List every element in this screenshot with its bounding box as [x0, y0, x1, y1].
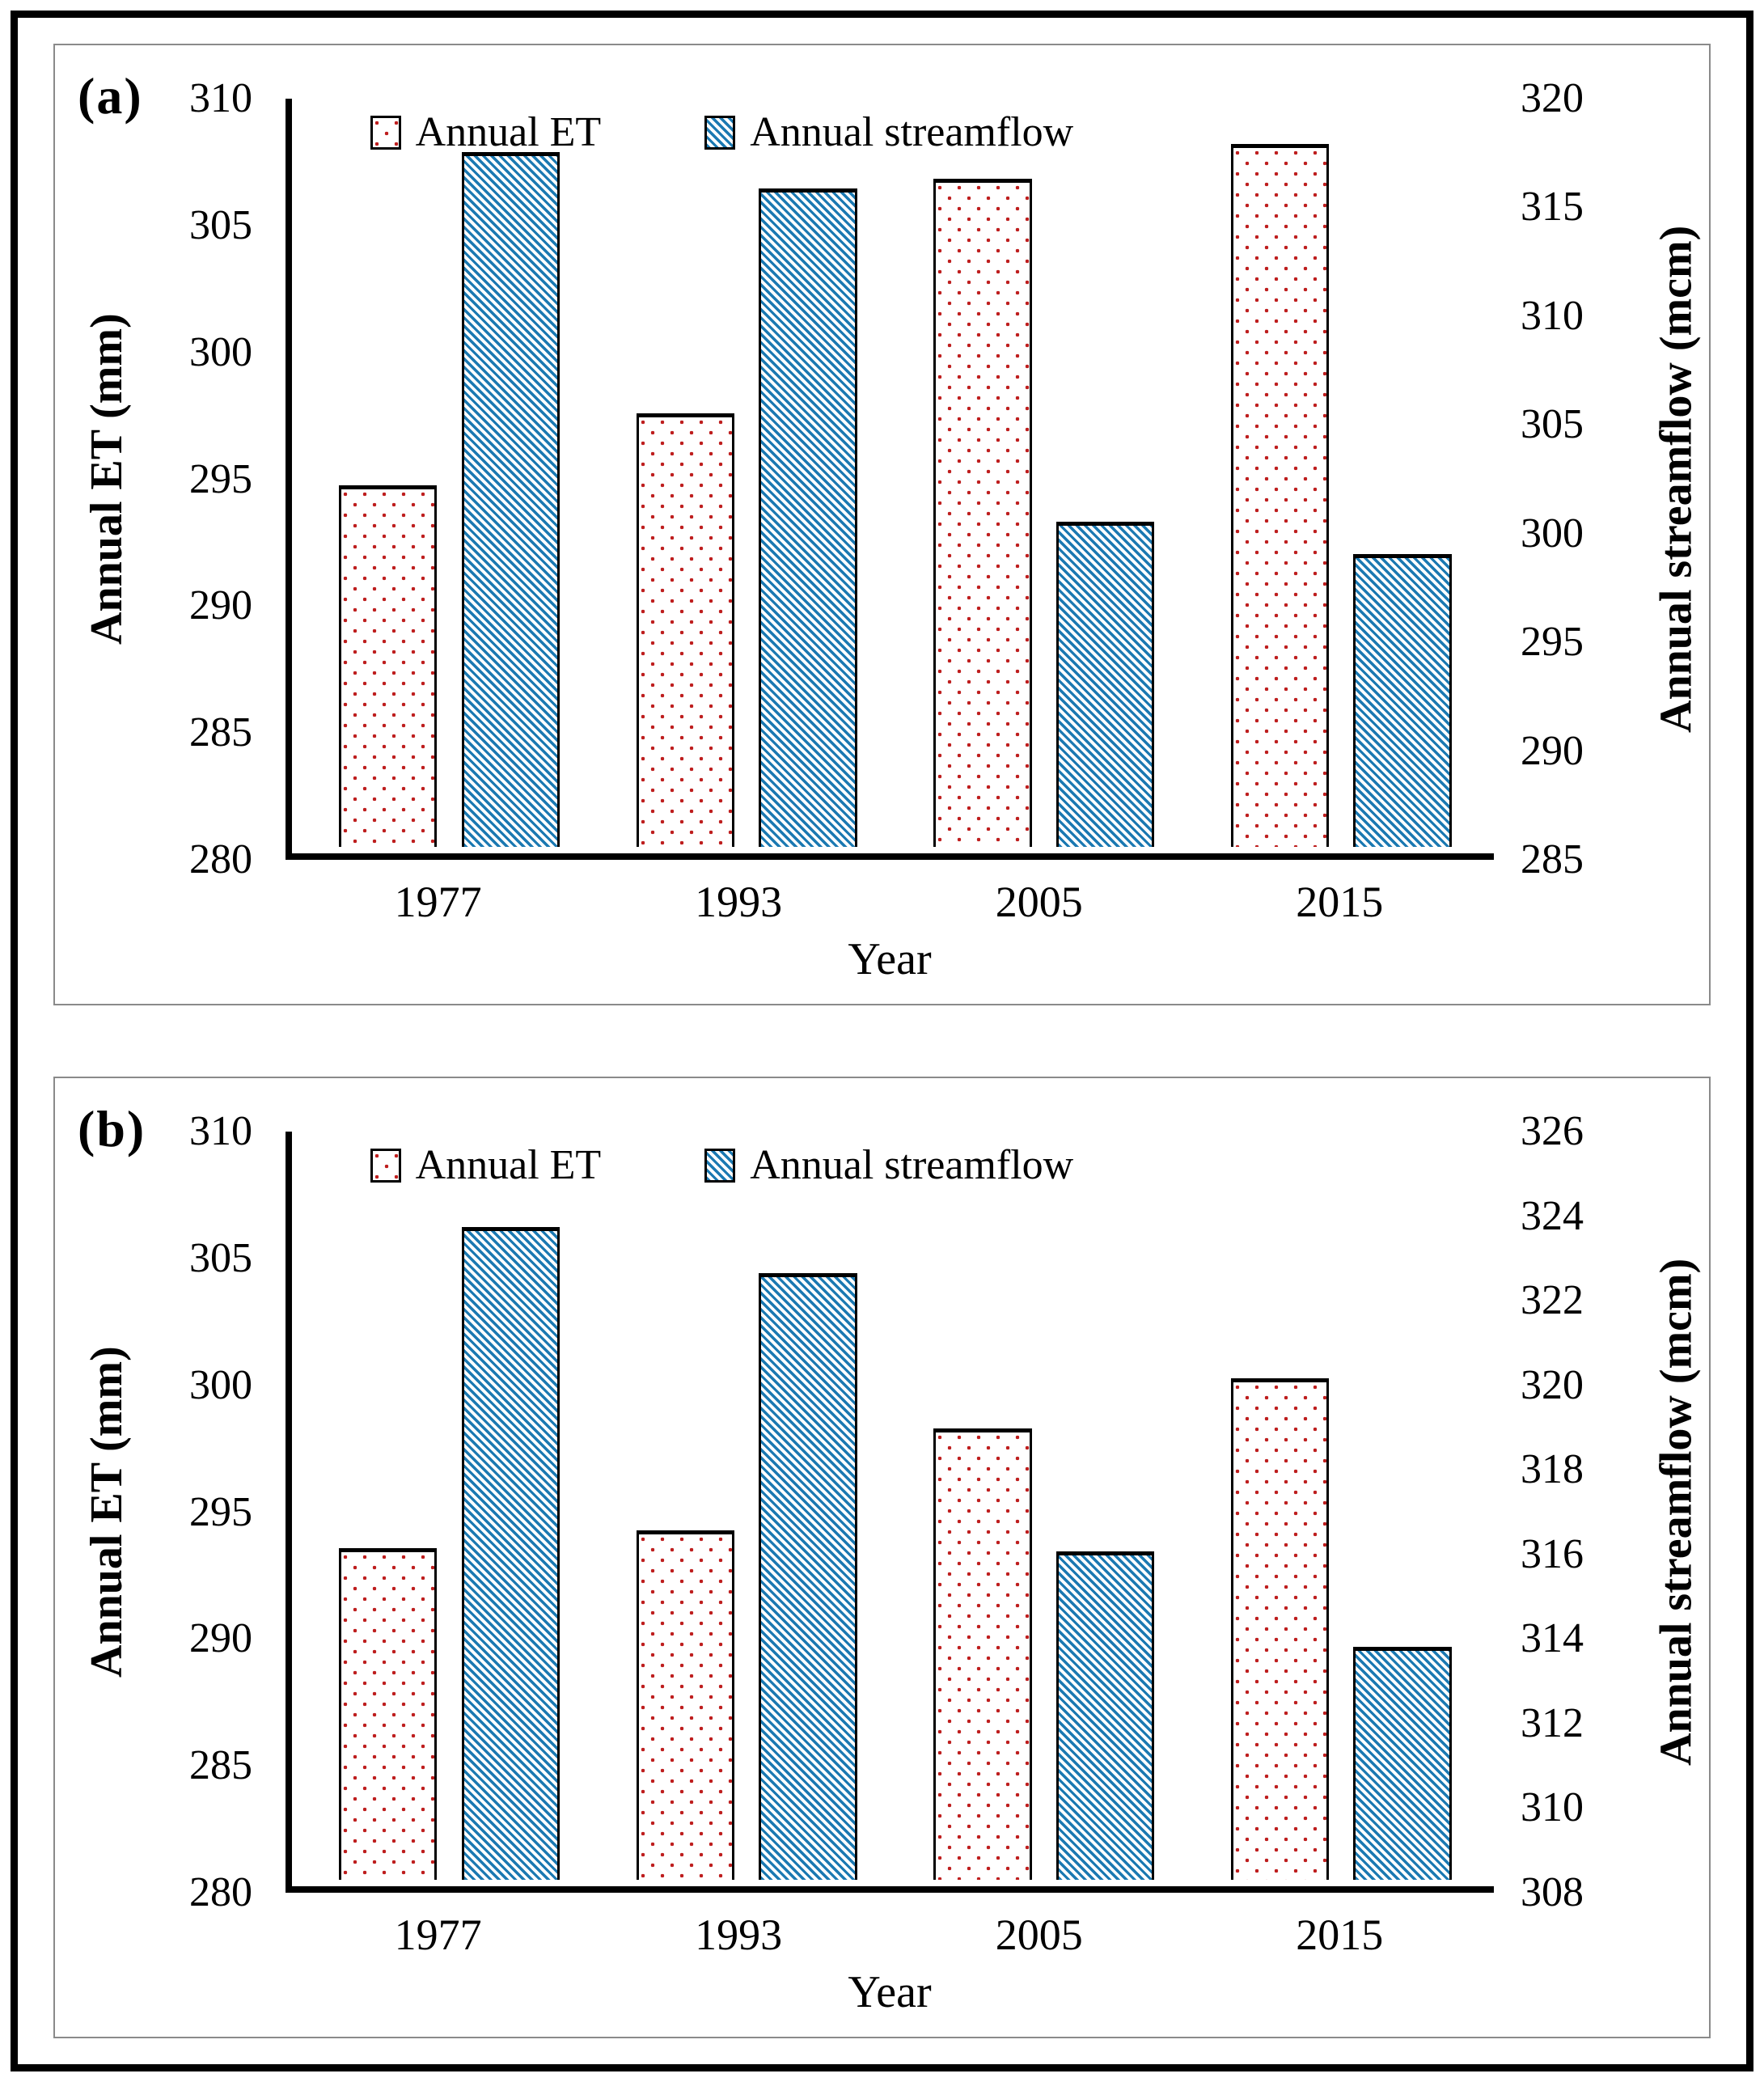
- y-tick-label: 280: [189, 1869, 252, 1915]
- panel-label: (b): [78, 1100, 146, 1157]
- legend-label: Annual ET: [415, 1142, 602, 1188]
- y-tick-label: 305: [1521, 401, 1584, 448]
- y-tick-label: 320: [1521, 1361, 1584, 1408]
- x-tick-label: 2015: [1296, 1911, 1384, 1959]
- bar-annual-et-2005: [933, 1428, 1032, 1880]
- y-axis-left-ticks: 280 285 290 295 300 305 310: [55, 78, 265, 881]
- y-tick-label: 300: [1521, 510, 1584, 556]
- y-axis-left-ticks: 280 285 290 295 300 305 310: [55, 1111, 265, 1914]
- bar-annual-et-1977: [339, 1547, 438, 1880]
- y-tick-label: 315: [1521, 184, 1584, 231]
- y-tick-label: 285: [189, 1742, 252, 1789]
- legend: Annual ET Annual streamflow: [370, 1142, 1073, 1188]
- y-tick-label: 324: [1521, 1192, 1584, 1239]
- x-axis-title: Year: [848, 934, 932, 984]
- y-axis-right-title: Annual streamflow (mcm): [1651, 225, 1702, 734]
- bar-annual-et-2005: [933, 178, 1032, 847]
- y-tick-label: 290: [1521, 727, 1584, 774]
- red-dotted-square-icon: [370, 1149, 401, 1183]
- bar-annual-streamflow-2015: [1353, 553, 1452, 847]
- legend-label: Annual streamflow: [750, 109, 1074, 155]
- bar-annual-streamflow-1977: [461, 1227, 560, 1880]
- y-tick-label: 322: [1521, 1277, 1584, 1324]
- y-tick-label: 305: [189, 201, 252, 248]
- y-tick-label: 308: [1521, 1869, 1584, 1915]
- blue-hatched-square-icon: [704, 1149, 736, 1183]
- y-tick-label: 314: [1521, 1615, 1584, 1662]
- y-tick-label: 312: [1521, 1699, 1584, 1746]
- y-tick-label: 285: [1521, 836, 1584, 882]
- y-axis-right-ticks: 285 290 295 300 305 310 315 320: [1521, 78, 1674, 881]
- blue-hatched-square-icon: [704, 116, 736, 150]
- legend: Annual ET Annual streamflow: [370, 109, 1073, 155]
- y-tick-label: 326: [1521, 1108, 1584, 1154]
- y-axis-right-ticks: 308 310 312 314 316 318 320 322 324 326: [1521, 1111, 1674, 1914]
- plot-area: Annual ET Annual streamflow: [286, 99, 1494, 860]
- bar-annual-et-2015: [1230, 143, 1330, 847]
- y-tick-label: 310: [1521, 292, 1584, 339]
- y-tick-label: 320: [1521, 75, 1584, 121]
- bar-annual-streamflow-1993: [759, 188, 857, 847]
- x-tick-label: 2015: [1296, 878, 1384, 926]
- x-axis-title: Year: [848, 1967, 932, 2017]
- y-tick-label: 290: [189, 1615, 252, 1662]
- y-axis-right-title: Annual streamflow (mcm): [1651, 1258, 1702, 1767]
- y-tick-label: 290: [189, 582, 252, 629]
- y-tick-label: 318: [1521, 1446, 1584, 1493]
- x-tick-label: 2005: [995, 878, 1083, 926]
- legend-label: Annual streamflow: [750, 1142, 1074, 1188]
- bar-annual-et-1993: [636, 1530, 735, 1880]
- y-tick-label: 295: [1521, 619, 1584, 666]
- x-tick-label: 1993: [695, 878, 783, 926]
- x-tick-label: 1977: [394, 1911, 482, 1959]
- bars-layer: [298, 99, 1494, 847]
- y-tick-label: 316: [1521, 1530, 1584, 1577]
- panel-b: (b) Annual ET (mm) 280 285 290 295 300 305 310…: [53, 1077, 1711, 2038]
- x-tick-label: 1993: [695, 1911, 783, 1959]
- legend-item-annual-et: Annual ET: [370, 109, 602, 155]
- bar-annual-streamflow-2015: [1353, 1647, 1452, 1880]
- y-tick-label: 310: [189, 75, 252, 121]
- y-tick-label: 310: [189, 1108, 252, 1154]
- x-tick-label: 2005: [995, 1911, 1083, 1959]
- bar-annual-streamflow-2005: [1055, 1551, 1155, 1880]
- bar-annual-et-1993: [636, 413, 735, 847]
- plot-area: Annual ET Annual streamflow: [286, 1132, 1494, 1893]
- figure-frame: (a) Annual ET (mm) 280 285 290 295 300 305 310…: [11, 11, 1753, 2071]
- legend-item-annual-streamflow: Annual streamflow: [704, 1145, 1073, 1187]
- y-tick-label: 300: [189, 328, 252, 375]
- legend-item-annual-et: Annual ET: [370, 1142, 602, 1188]
- y-tick-label: 295: [189, 1488, 252, 1535]
- bar-annual-et-2015: [1230, 1378, 1330, 1880]
- y-tick-label: 300: [189, 1361, 252, 1408]
- x-axis-ticks: 1977 1993 2005 2015: [286, 1913, 1494, 1966]
- y-tick-label: 280: [189, 836, 252, 882]
- bar-annual-streamflow-1993: [759, 1272, 857, 1880]
- y-tick-label: 305: [189, 1234, 252, 1281]
- legend-item-annual-streamflow: Annual streamflow: [704, 112, 1073, 154]
- bar-annual-streamflow-1977: [461, 152, 560, 847]
- panel-label: (a): [78, 67, 143, 125]
- bar-annual-streamflow-2005: [1055, 522, 1155, 847]
- y-tick-label: 285: [189, 709, 252, 756]
- legend-label: Annual ET: [415, 109, 602, 155]
- bars-layer: [298, 1132, 1494, 1880]
- bar-annual-et-1977: [339, 485, 438, 847]
- y-tick-label: 310: [1521, 1784, 1584, 1831]
- x-tick-label: 1977: [394, 878, 482, 926]
- panel-a: (a) Annual ET (mm) 280 285 290 295 300 305 310…: [53, 44, 1711, 1005]
- x-axis-ticks: 1977 1993 2005 2015: [286, 880, 1494, 933]
- red-dotted-square-icon: [370, 116, 401, 150]
- y-tick-label: 295: [189, 455, 252, 502]
